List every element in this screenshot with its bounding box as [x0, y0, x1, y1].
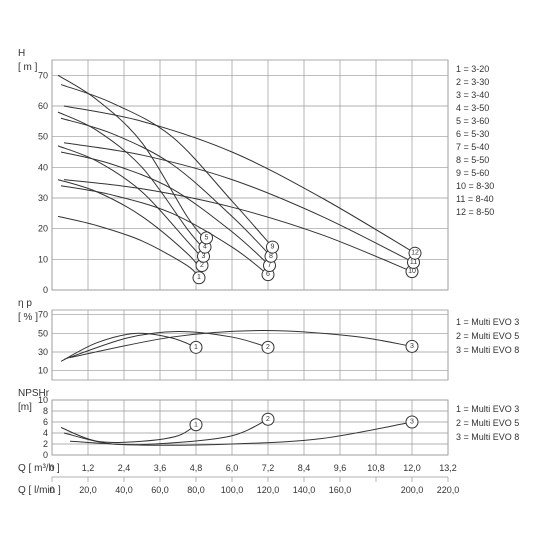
- panel_eta-title-a: η p: [18, 298, 32, 309]
- x-tick-top: 9,6: [334, 463, 347, 473]
- panel_npshr-ytick: 4: [43, 428, 48, 438]
- panel_H-marker-label-2: 2: [200, 262, 204, 269]
- x-label-bottom: Q [ l/min ]: [18, 485, 61, 496]
- panel_H-ytick: 0: [43, 285, 48, 295]
- panel_H-legend-10: 10 = 8-30: [456, 181, 494, 191]
- x-tick-bottom: 100,0: [221, 485, 244, 495]
- panel_eta-ytick: 50: [38, 328, 48, 338]
- panel_H-ytick: 70: [38, 70, 48, 80]
- panel_eta-frame: [52, 310, 448, 380]
- panel_npshr-curve-3: [70, 422, 412, 445]
- panel_eta-ytick: 30: [38, 347, 48, 357]
- panel_H-curve-1: [58, 216, 199, 277]
- panel_eta-ytick: 70: [38, 310, 48, 320]
- x-tick-top: 8,4: [298, 463, 311, 473]
- panel_npshr-marker-label-3: 3: [410, 419, 414, 426]
- x-tick-bottom: 60,0: [151, 485, 169, 495]
- panel_H-ytick: 20: [38, 224, 48, 234]
- panel_npshr-curve-1: [61, 425, 196, 443]
- panel_H-legend-5: 5 = 3-60: [456, 116, 489, 126]
- panel_npshr-ytick: 2: [43, 439, 48, 449]
- panel_eta-legend-2: 2 = Multi EVO 5: [456, 331, 519, 341]
- panel_H-title-b: [ m ]: [18, 62, 38, 73]
- panel_H-frame: [52, 60, 448, 290]
- panel_H-marker-label-1: 1: [197, 274, 201, 281]
- x-label-top: Q [ m³/h ]: [18, 463, 60, 474]
- panel_H-legend-8: 8 = 5-50: [456, 155, 489, 165]
- x-tick-top: 12,0: [403, 463, 421, 473]
- panel_H-legend-6: 6 = 5-30: [456, 129, 489, 139]
- panel_npshr-marker-label-1: 1: [194, 421, 198, 428]
- panel_H-ytick: 60: [38, 101, 48, 111]
- panel_H-marker-label-11: 11: [410, 259, 417, 266]
- panel_H-legend-3: 3 = 3-40: [456, 90, 489, 100]
- panel_eta-marker-label-2: 2: [266, 344, 270, 351]
- panel_H-ytick: 50: [38, 132, 48, 142]
- panel_H-marker-label-3: 3: [202, 253, 206, 260]
- panel_H-marker-label-5: 5: [205, 234, 209, 241]
- panel_H-marker-label-9: 9: [271, 244, 275, 251]
- panel_H-marker-label-7: 7: [268, 262, 272, 269]
- x-tick-bottom: 160,0: [329, 485, 352, 495]
- panel_H-curve-11: [64, 143, 414, 263]
- x-tick-top: 4,8: [190, 463, 203, 473]
- panel_H-marker-label-10: 10: [408, 268, 416, 275]
- panel_H-legend-7: 7 = 5-40: [456, 142, 489, 152]
- panel_H-curve-10: [64, 180, 412, 272]
- panel_H-curve-9: [61, 85, 273, 248]
- panel_npshr-ytick: 6: [43, 417, 48, 427]
- panel_npshr-title-b: [m]: [18, 402, 32, 413]
- panel_H-legend-2: 2 = 3-30: [456, 77, 489, 87]
- panel_npshr-marker-label-2: 2: [266, 416, 270, 423]
- panel_H-marker-label-4: 4: [203, 244, 207, 251]
- x-tick-top: 13,2: [439, 463, 457, 473]
- panel_H-title-a: H: [18, 48, 25, 59]
- panel_H-legend-4: 4 = 3-50: [456, 103, 489, 113]
- x-tick-top: 1,2: [82, 463, 95, 473]
- x-tick-bottom: 140,0: [293, 485, 316, 495]
- panel_H-legend-1: 1 = 3-20: [456, 64, 489, 74]
- panel_npshr-legend-3: 3 = Multi EVO 8: [456, 432, 519, 442]
- panel_npshr-legend-2: 2 = Multi EVO 5: [456, 418, 519, 428]
- panel_H-curve-8: [61, 118, 271, 256]
- panel_npshr-curve-2: [64, 419, 268, 445]
- panel_npshr-title-a: NPSHr: [18, 388, 50, 399]
- x-tick-top: 7,2: [262, 463, 275, 473]
- x-tick-bottom: 20,0: [79, 485, 97, 495]
- panel_H-marker-label-8: 8: [269, 253, 273, 260]
- panel_H-legend-9: 9 = 5-60: [456, 168, 489, 178]
- x-tick-top: 6,0: [226, 463, 239, 473]
- panel_H-legend-12: 12 = 8-50: [456, 207, 494, 217]
- x-tick-bottom: 220,0: [437, 485, 460, 495]
- panel_eta-curve-3: [70, 331, 412, 358]
- panel_H-legend-11: 11 = 8-40: [456, 194, 494, 204]
- panel_eta-ytick: 10: [38, 366, 48, 376]
- panel_eta-legend-1: 1 = Multi EVO 3: [456, 317, 519, 327]
- panel_H-ytick: 40: [38, 162, 48, 172]
- panel_eta-legend-3: 3 = Multi EVO 8: [456, 345, 519, 355]
- panel_npshr-frame: [52, 400, 448, 455]
- x-tick-top: 2,4: [118, 463, 131, 473]
- x-tick-top: 10,8: [367, 463, 385, 473]
- x-tick-bottom: 40,0: [115, 485, 133, 495]
- panel_eta-title-b: [ % ]: [18, 312, 38, 323]
- panel_npshr-ytick: 8: [43, 406, 48, 416]
- x-tick-bottom: 120,0: [257, 485, 280, 495]
- x-tick-bottom: 200,0: [401, 485, 424, 495]
- x-tick-bottom: 80,0: [187, 485, 205, 495]
- panel_H-marker-label-12: 12: [411, 250, 419, 257]
- x-tick-top: 3,6: [154, 463, 167, 473]
- panel_eta-marker-label-1: 1: [194, 344, 198, 351]
- panel_H-curve-6: [61, 186, 268, 275]
- panel_eta-curve-2: [64, 331, 268, 359]
- panel_H-ytick: 10: [38, 254, 48, 264]
- panel_H-marker-label-6: 6: [266, 271, 270, 278]
- panel_H-ytick: 30: [38, 193, 48, 203]
- panel_eta-marker-label-3: 3: [410, 343, 414, 350]
- panel_npshr-ytick: 0: [43, 450, 48, 460]
- panel_H-curve-3: [58, 146, 204, 259]
- panel_npshr-legend-1: 1 = Multi EVO 3: [456, 404, 519, 414]
